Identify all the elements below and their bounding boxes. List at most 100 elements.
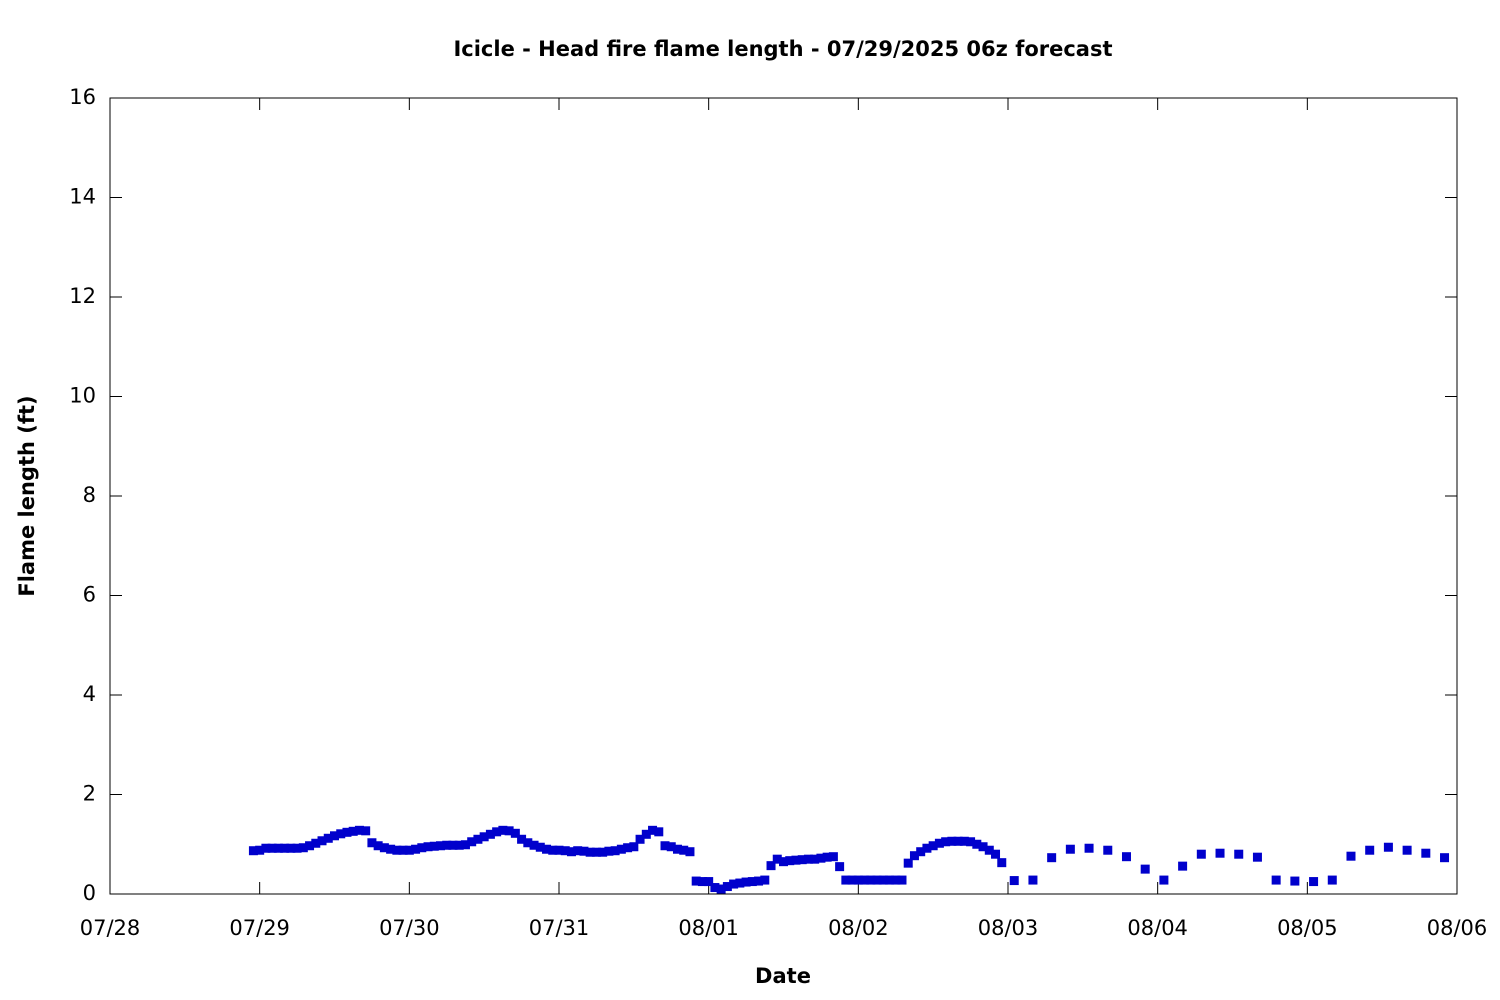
data-point bbox=[336, 829, 346, 839]
data-point bbox=[479, 832, 489, 842]
data-point bbox=[704, 877, 714, 887]
data-point bbox=[573, 846, 583, 856]
data-point bbox=[1383, 842, 1393, 852]
x-tick-label: 08/03 bbox=[978, 916, 1039, 940]
x-tick-label: 08/06 bbox=[1427, 916, 1488, 940]
data-point bbox=[373, 841, 383, 851]
data-point bbox=[305, 841, 315, 851]
data-point bbox=[1290, 876, 1300, 886]
x-tick-label: 08/02 bbox=[828, 916, 889, 940]
data-point bbox=[997, 858, 1007, 868]
data-point bbox=[828, 852, 838, 862]
data-point bbox=[317, 836, 327, 846]
x-tick-label: 07/31 bbox=[529, 916, 590, 940]
data-point bbox=[903, 858, 913, 868]
data-point bbox=[610, 846, 620, 856]
data-point bbox=[991, 849, 1001, 859]
data-point bbox=[591, 847, 601, 857]
data-point bbox=[710, 883, 720, 893]
data-point bbox=[891, 875, 901, 885]
data-point bbox=[498, 825, 508, 835]
data-point bbox=[641, 829, 651, 839]
data-point bbox=[679, 845, 689, 855]
data-point bbox=[791, 855, 801, 865]
data-point bbox=[404, 845, 414, 855]
data-point bbox=[1178, 861, 1188, 871]
data-point bbox=[922, 843, 932, 853]
data-point bbox=[542, 844, 552, 854]
data-point bbox=[267, 843, 277, 853]
data-point bbox=[672, 844, 682, 854]
data-point bbox=[866, 875, 876, 885]
data-point bbox=[398, 845, 408, 855]
data-point bbox=[473, 834, 483, 844]
data-point bbox=[261, 843, 271, 853]
data-point bbox=[616, 844, 626, 854]
data-point bbox=[248, 846, 258, 856]
data-point bbox=[510, 828, 520, 838]
data-point bbox=[529, 840, 539, 850]
data-point bbox=[560, 846, 570, 856]
data-point bbox=[722, 882, 732, 892]
y-tick-label: 10 bbox=[69, 384, 96, 408]
data-point bbox=[1047, 853, 1057, 863]
data-point bbox=[1327, 875, 1337, 885]
data-point bbox=[280, 843, 290, 853]
y-tick-label: 16 bbox=[69, 85, 96, 109]
data-point bbox=[566, 847, 576, 857]
data-point bbox=[735, 878, 745, 888]
data-point bbox=[666, 842, 676, 852]
y-tick-label: 14 bbox=[69, 185, 96, 209]
y-tick-label: 2 bbox=[83, 782, 96, 806]
x-tick-label: 08/05 bbox=[1277, 916, 1338, 940]
data-point bbox=[1440, 853, 1450, 863]
data-point bbox=[860, 875, 870, 885]
data-point bbox=[754, 876, 764, 886]
data-point bbox=[361, 826, 371, 836]
data-point bbox=[448, 840, 458, 850]
data-point bbox=[691, 876, 701, 886]
data-point bbox=[1234, 849, 1244, 859]
data-point bbox=[1028, 875, 1038, 885]
data-point bbox=[429, 841, 439, 851]
data-point bbox=[885, 875, 895, 885]
data-point bbox=[598, 847, 608, 857]
plot-frame bbox=[109, 97, 1458, 895]
data-point bbox=[822, 852, 832, 862]
data-point bbox=[330, 831, 339, 841]
data-point bbox=[504, 826, 514, 836]
data-point bbox=[255, 845, 265, 855]
data-point bbox=[1346, 851, 1356, 861]
data-point bbox=[741, 877, 751, 887]
x-tick-label: 08/04 bbox=[1127, 916, 1188, 940]
data-point bbox=[1309, 877, 1319, 887]
data-point bbox=[354, 825, 364, 835]
data-point bbox=[966, 837, 976, 847]
data-point bbox=[392, 845, 402, 855]
data-point bbox=[909, 851, 919, 861]
data-point bbox=[1065, 844, 1075, 854]
x-tick-label: 07/28 bbox=[80, 916, 141, 940]
data-point bbox=[1402, 845, 1412, 855]
x-tick-label: 08/01 bbox=[678, 916, 739, 940]
data-point bbox=[629, 842, 639, 852]
data-point bbox=[953, 836, 963, 846]
data-point bbox=[934, 838, 944, 848]
data-point bbox=[286, 843, 296, 853]
data-point bbox=[660, 841, 670, 851]
y-tick-label: 8 bbox=[83, 483, 96, 507]
data-point bbox=[1159, 875, 1169, 885]
data-point bbox=[1084, 843, 1094, 853]
data-point bbox=[554, 845, 564, 855]
data-point bbox=[810, 854, 820, 864]
data-point bbox=[797, 855, 807, 865]
data-point bbox=[379, 843, 389, 853]
data-point bbox=[772, 854, 782, 864]
data-point bbox=[847, 875, 857, 885]
data-point bbox=[367, 838, 377, 848]
data-point bbox=[342, 827, 352, 837]
x-tick-label: 07/29 bbox=[229, 916, 290, 940]
data-point bbox=[760, 875, 770, 885]
data-point bbox=[386, 844, 396, 854]
data-point bbox=[654, 827, 664, 837]
